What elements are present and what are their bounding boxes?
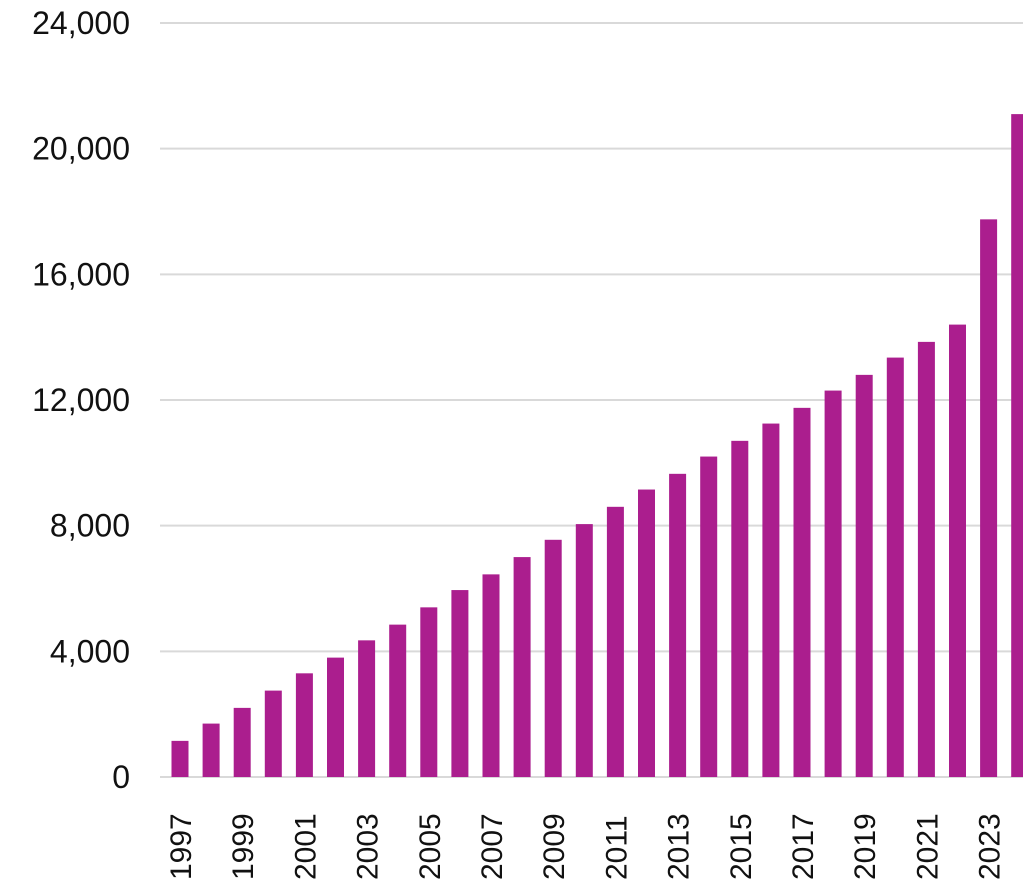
bar-2020 [886, 357, 904, 777]
bar-1998 [202, 723, 220, 777]
bar-2021 [917, 341, 935, 777]
bar-2008 [513, 557, 531, 777]
bar-2006 [451, 590, 469, 777]
x-tick-label: 2005 [414, 813, 447, 880]
y-tick-label: 4,000 [50, 633, 130, 669]
bar-2001 [295, 673, 313, 777]
bar-2023 [980, 219, 998, 777]
bar-2022 [949, 324, 966, 777]
x-tick-label: 1999 [227, 813, 260, 880]
bar-2005 [420, 607, 438, 777]
bar-2007 [482, 574, 500, 777]
x-tick-label: 2023 [974, 813, 1007, 880]
bar-2004 [389, 624, 407, 777]
x-tick-label: 2007 [476, 813, 509, 880]
bar-2016 [762, 423, 780, 777]
y-tick-label: 12,000 [32, 382, 130, 418]
y-tick-label: 24,000 [32, 5, 130, 41]
bars [171, 114, 1023, 777]
bar-1999 [233, 707, 251, 777]
bar-2014 [700, 456, 718, 777]
x-tick-label: 1997 [165, 813, 198, 880]
bar-2013 [669, 473, 687, 777]
bar-2019 [855, 374, 873, 777]
x-tick-label: 2017 [787, 813, 820, 880]
bar-2012 [638, 489, 655, 777]
x-tick-label: 2019 [849, 813, 882, 880]
bar-2002 [327, 657, 344, 777]
x-tick-label: 2013 [663, 813, 696, 880]
y-tick-label: 20,000 [32, 131, 130, 167]
bar-2009 [544, 539, 562, 777]
bar-2024 [1011, 114, 1023, 777]
x-tick-label: 2021 [911, 813, 944, 880]
x-tick-label: 2011 [600, 815, 633, 880]
bar-2017 [793, 407, 811, 777]
bar-2000 [264, 690, 282, 777]
x-tick-label: 2009 [538, 813, 571, 880]
bar-2018 [824, 390, 842, 777]
y-axis-tick-labels: 0 4,000 8,000 12,000 16,000 20,000 24,000 [32, 5, 130, 795]
x-tick-label: 2001 [289, 813, 322, 880]
x-tick-label: 2015 [725, 813, 758, 880]
bar-2011 [606, 506, 624, 777]
bar-2010 [575, 524, 593, 777]
y-tick-label: 0 [112, 759, 130, 795]
bar-2003 [358, 640, 376, 777]
x-axis-tick-labels: 1997 1999 2001 2003 2005 2007 2009 2011 2013 2015… [165, 813, 1007, 880]
bar-1997 [171, 740, 189, 777]
bar-2015 [731, 440, 749, 777]
x-tick-label: 2003 [352, 813, 385, 880]
y-tick-label: 16,000 [32, 256, 130, 292]
y-tick-label: 8,000 [50, 508, 130, 544]
